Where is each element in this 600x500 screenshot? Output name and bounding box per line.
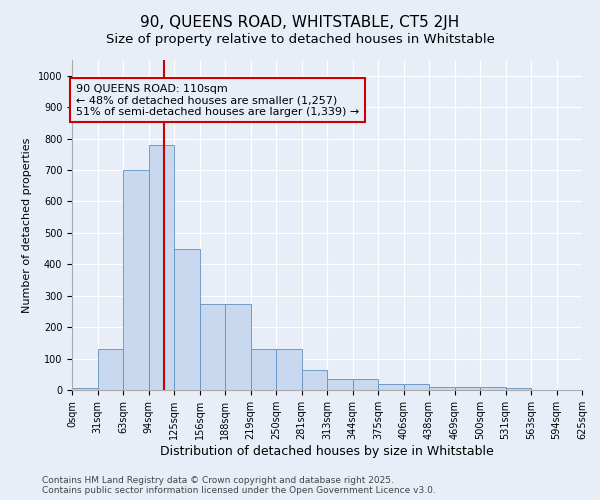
Text: 90 QUEENS ROAD: 110sqm
← 48% of detached houses are smaller (1,257)
51% of semi-: 90 QUEENS ROAD: 110sqm ← 48% of detached… [76,84,359,117]
Bar [480,387,505,390]
Bar [251,349,276,390]
Bar [72,388,97,390]
Bar [276,349,302,390]
Bar [429,387,455,390]
Y-axis label: Number of detached properties: Number of detached properties [22,138,32,312]
Bar [149,145,174,390]
Text: Contains HM Land Registry data © Crown copyright and database right 2025.
Contai: Contains HM Land Registry data © Crown c… [42,476,436,495]
Text: 90, QUEENS ROAD, WHITSTABLE, CT5 2JH: 90, QUEENS ROAD, WHITSTABLE, CT5 2JH [140,15,460,30]
Bar [199,304,225,390]
Bar [225,304,251,390]
X-axis label: Distribution of detached houses by size in Whitstable: Distribution of detached houses by size … [160,444,494,458]
Bar [505,388,531,390]
Bar [327,379,353,390]
Bar [404,384,429,390]
Text: Size of property relative to detached houses in Whitstable: Size of property relative to detached ho… [106,32,494,46]
Bar [455,387,480,390]
Bar [302,370,327,390]
Bar [97,349,123,390]
Bar [174,248,199,390]
Bar [123,170,149,390]
Bar [378,384,404,390]
Bar [353,379,378,390]
